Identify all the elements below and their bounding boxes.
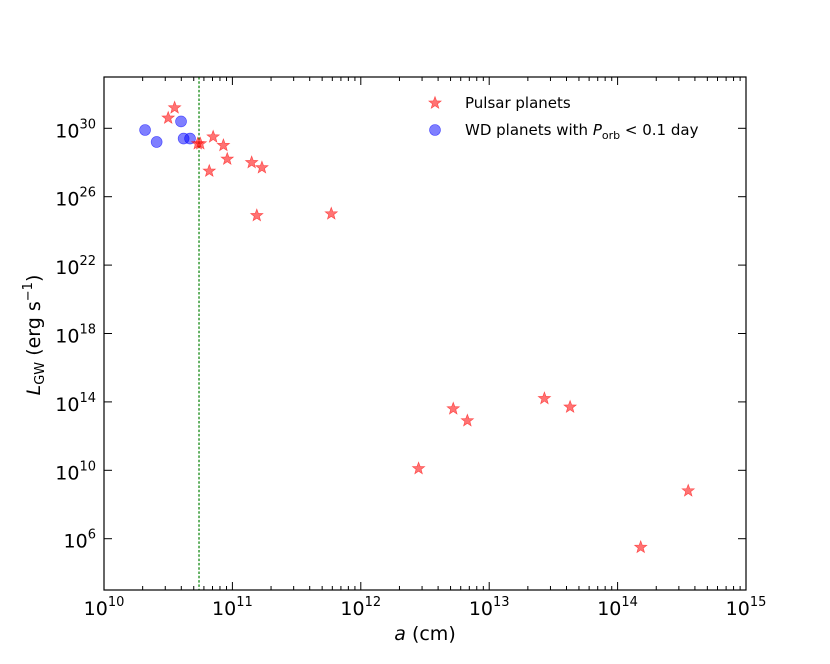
x-tick-label: 1012 bbox=[340, 595, 381, 620]
legend-label-pulsar: Pulsar planets bbox=[465, 94, 571, 112]
x-tick-label: 1011 bbox=[212, 595, 253, 620]
x-tick-label: 1010 bbox=[84, 595, 125, 620]
x-tick-label: 1013 bbox=[469, 595, 510, 620]
pulsar-planet-point bbox=[681, 483, 696, 497]
plot-content bbox=[139, 77, 696, 590]
wd-planet-point bbox=[184, 132, 196, 145]
plot-frame bbox=[103, 76, 747, 591]
legend-marker-wd bbox=[429, 124, 441, 136]
y-tick-label: 1010 bbox=[55, 459, 96, 484]
y-tick-label: 1030 bbox=[55, 117, 96, 142]
x-tick-label: 1014 bbox=[597, 595, 638, 620]
legend-label-wd: WD planets with Porb < 0.1 day bbox=[465, 121, 699, 142]
ticks bbox=[103, 77, 747, 590]
pulsar-planet-point bbox=[460, 413, 475, 427]
y-tick-label: 1022 bbox=[55, 254, 96, 279]
x-axis-label: a (cm) bbox=[394, 623, 455, 645]
pulsar-planet-point bbox=[324, 206, 339, 220]
y-tick-labels: 106 1010 1014 1018 1022 1026 1030 bbox=[55, 117, 96, 552]
wd-planet-point bbox=[139, 124, 151, 136]
pulsar-planet-point bbox=[193, 136, 208, 150]
pulsar-planet-point bbox=[220, 151, 235, 166]
pulsar-planet-point bbox=[244, 155, 259, 169]
y-tick-label: 1018 bbox=[55, 323, 96, 348]
legend-marker-pulsar bbox=[427, 95, 443, 109]
wd-planet-point bbox=[175, 115, 187, 128]
pulsar-planet-point bbox=[254, 160, 269, 174]
pulsar-planet-point bbox=[161, 110, 176, 125]
legend-star-marker bbox=[427, 95, 443, 109]
pulsar-planet-point bbox=[216, 138, 231, 152]
y-tick-label: 1014 bbox=[55, 391, 96, 416]
y-tick-label: 1026 bbox=[55, 186, 96, 211]
pulsar-planet-point bbox=[249, 208, 264, 222]
y-axis-label: LGW (erg s−1) bbox=[21, 275, 48, 396]
pulsar-planet-point bbox=[411, 461, 426, 475]
y-tick-label: 106 bbox=[64, 528, 96, 553]
pulsar-planet-point bbox=[446, 401, 461, 415]
pulsar-planet-point bbox=[633, 539, 648, 554]
pulsar-planet-point bbox=[167, 100, 182, 114]
pulsar-planet-point bbox=[537, 391, 552, 405]
pulsar-planet-point bbox=[563, 399, 578, 413]
x-tick-labels: 1010 1011 1012 1013 1014 1015 bbox=[84, 595, 767, 620]
pulsar-planet-point bbox=[202, 163, 217, 178]
wd-planet-point bbox=[150, 136, 163, 148]
pulsar-planet-point bbox=[206, 129, 221, 143]
x-tick-label: 1015 bbox=[726, 595, 767, 620]
legend-circle-marker bbox=[429, 124, 441, 136]
legend: Pulsar planets WD planets with Porb < 0.… bbox=[427, 94, 699, 142]
